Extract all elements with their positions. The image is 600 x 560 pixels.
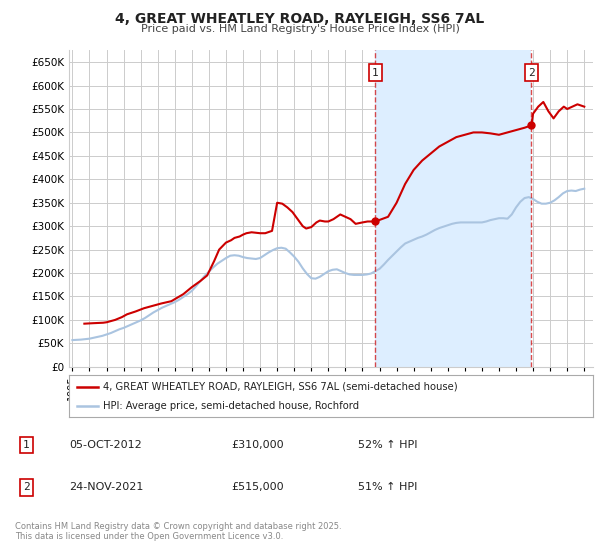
- Text: 1: 1: [23, 440, 30, 450]
- Text: Price paid vs. HM Land Registry's House Price Index (HPI): Price paid vs. HM Land Registry's House …: [140, 24, 460, 34]
- Text: Contains HM Land Registry data © Crown copyright and database right 2025.
This d: Contains HM Land Registry data © Crown c…: [15, 522, 341, 542]
- Bar: [375, 50, 532, 367]
- Text: 4, GREAT WHEATLEY ROAD, RAYLEIGH, SS6 7AL: 4, GREAT WHEATLEY ROAD, RAYLEIGH, SS6 7A…: [115, 12, 485, 26]
- Text: 1: 1: [372, 68, 379, 77]
- Text: 24-NOV-2021: 24-NOV-2021: [70, 482, 144, 492]
- Text: £310,000: £310,000: [231, 440, 284, 450]
- Text: 52% ↑ HPI: 52% ↑ HPI: [358, 440, 417, 450]
- Text: 2: 2: [23, 482, 30, 492]
- Text: HPI: Average price, semi-detached house, Rochford: HPI: Average price, semi-detached house,…: [103, 401, 359, 411]
- Text: £515,000: £515,000: [231, 482, 284, 492]
- Text: 51% ↑ HPI: 51% ↑ HPI: [358, 482, 417, 492]
- Text: 4, GREAT WHEATLEY ROAD, RAYLEIGH, SS6 7AL (semi-detached house): 4, GREAT WHEATLEY ROAD, RAYLEIGH, SS6 7A…: [103, 381, 458, 391]
- Text: 05-OCT-2012: 05-OCT-2012: [70, 440, 142, 450]
- Text: 2: 2: [528, 68, 535, 77]
